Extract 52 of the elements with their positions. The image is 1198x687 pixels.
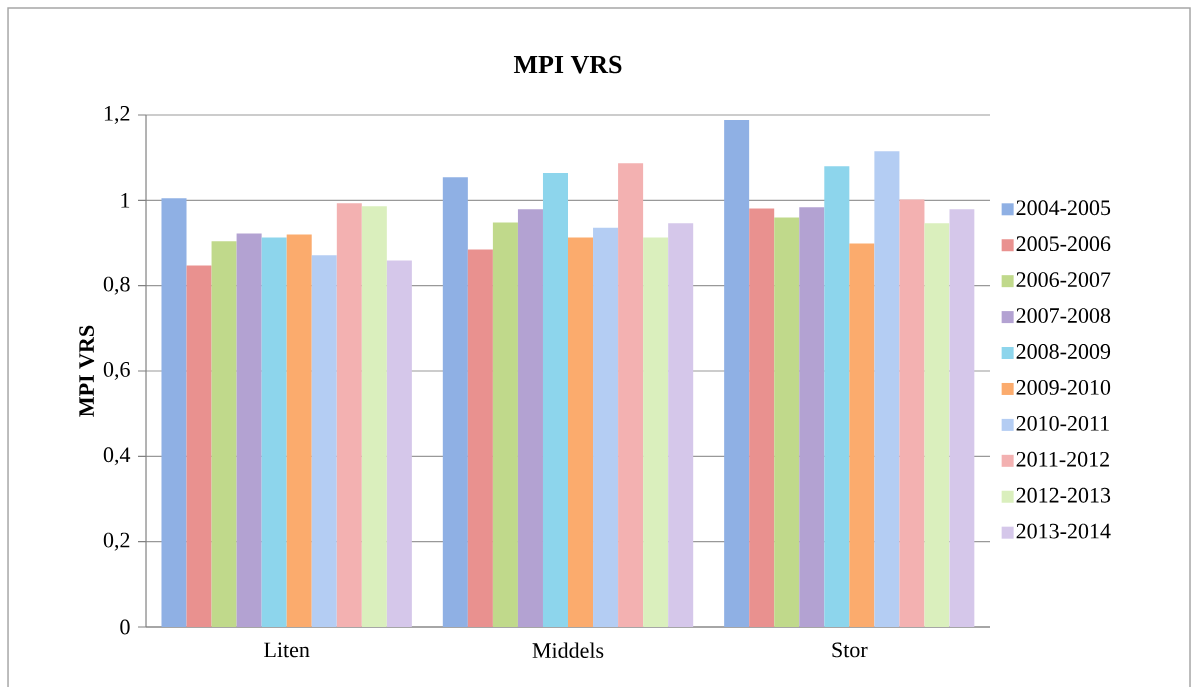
bar	[442, 177, 468, 627]
bar	[643, 237, 669, 627]
bar	[568, 237, 594, 627]
bar	[492, 222, 518, 627]
y-tick-label: 0,2	[103, 532, 130, 551]
bar	[874, 151, 900, 627]
bar	[593, 227, 619, 627]
y-tick-label: 0,4	[103, 447, 131, 466]
y-tick-label: 0,8	[103, 276, 130, 295]
y-tick-label: 1,2	[104, 106, 130, 124]
bar	[749, 208, 775, 627]
bar	[517, 209, 543, 627]
bar	[618, 163, 644, 627]
legend-label: 2012-2013	[1016, 487, 1111, 503]
bar	[336, 203, 362, 627]
legend-label: 2010-2011	[1016, 415, 1109, 431]
bar	[824, 166, 850, 627]
y-tick-label: 0,6	[103, 361, 130, 380]
legend-label: 2009-2010	[1016, 379, 1111, 395]
bar	[311, 255, 337, 627]
bar	[361, 206, 387, 627]
bar	[924, 223, 950, 627]
bar	[799, 207, 825, 627]
bar	[467, 249, 493, 627]
bar	[542, 173, 569, 627]
bar	[386, 260, 412, 627]
legend-label: 2005-2006	[1016, 236, 1111, 252]
bar	[186, 265, 212, 627]
bar	[286, 234, 312, 627]
x-tick-label: Liten	[264, 642, 310, 658]
bar	[774, 217, 800, 627]
bar	[161, 198, 187, 627]
bar	[724, 120, 750, 627]
legend-label: 2011-2012	[1016, 451, 1109, 467]
x-tick-label: Middels	[532, 642, 604, 658]
bar	[949, 209, 975, 627]
legend-label: 2004-2005	[1016, 200, 1111, 216]
bar	[849, 243, 875, 627]
legend-label: 2013-2014	[1016, 523, 1111, 539]
bar	[261, 237, 287, 627]
legend-label: 2007-2008	[1016, 308, 1111, 323]
bar	[211, 241, 237, 627]
bar	[236, 233, 262, 627]
legend-label: 2008-2009	[1016, 344, 1111, 359]
chart-title: MPI VRS	[513, 55, 622, 74]
bar	[899, 199, 925, 627]
y-tick-label: 1	[121, 193, 130, 208]
bar	[668, 223, 694, 627]
y-tick-label: 0	[120, 619, 130, 635]
x-tick-label: Stor	[832, 642, 868, 658]
y-axis-title: MPI VRS	[79, 325, 95, 417]
legend-label: 2006-2007	[1016, 272, 1111, 288]
